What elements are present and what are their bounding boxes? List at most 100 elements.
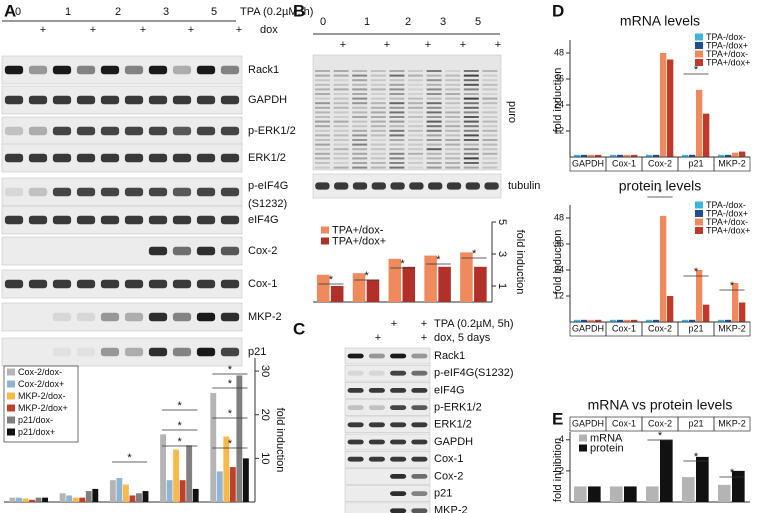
blot-band — [52, 126, 72, 136]
bar — [142, 491, 149, 502]
blot-band — [389, 125, 405, 128]
treatment-label: dox — [260, 24, 278, 36]
blot-band — [333, 116, 349, 118]
blot-band — [315, 143, 330, 146]
legend-label: MKP-2/dox+ — [18, 403, 68, 413]
bar — [223, 436, 230, 502]
blot-band — [411, 474, 428, 479]
bar — [210, 392, 217, 502]
y-tick-label: 1 — [496, 283, 508, 289]
bar — [724, 154, 732, 157]
blot-band — [463, 134, 479, 137]
blot-band — [196, 126, 216, 136]
blot-band — [315, 157, 330, 160]
blot-band — [100, 65, 120, 75]
blot-band — [368, 456, 385, 462]
y-tick-label: 48 — [554, 212, 564, 222]
blot-band — [482, 102, 498, 105]
blot-band — [408, 148, 423, 151]
blot — [344, 502, 431, 513]
blot-band — [333, 143, 349, 146]
plus-sign: + — [375, 332, 381, 344]
blot-band — [196, 246, 216, 256]
legend-label: TPA+/dox- — [706, 217, 748, 227]
plus-sign: + — [384, 39, 390, 51]
blot-band — [315, 93, 330, 95]
blot-band — [482, 79, 498, 82]
bar — [595, 319, 602, 322]
bar — [316, 274, 330, 302]
blot-band — [482, 162, 498, 164]
y-tick-label: 36 — [554, 238, 564, 248]
blot-band — [370, 120, 386, 123]
blot-band — [463, 88, 479, 91]
blot-band — [370, 162, 386, 164]
blot-band — [100, 312, 120, 322]
blot-band — [333, 111, 349, 114]
blot-band — [220, 312, 240, 322]
blot-band — [196, 153, 216, 163]
blot-band — [352, 125, 368, 128]
significance-marker: * — [694, 266, 699, 278]
blot-band — [352, 106, 368, 109]
bar — [624, 319, 631, 322]
blot-band — [52, 279, 72, 289]
blot-band — [482, 139, 498, 141]
blot-band — [426, 93, 442, 95]
x-tick-label: Cox-2 — [648, 418, 672, 428]
blot-band — [124, 153, 144, 163]
chart-title: protein levels — [619, 178, 702, 194]
legend-swatch — [695, 201, 703, 209]
blot-label: eIF4G — [434, 384, 465, 396]
blot-band — [172, 126, 192, 136]
blot-band — [389, 152, 405, 155]
blot-band — [148, 246, 168, 256]
bar — [588, 154, 595, 157]
chart-title: mRNA vs protein levels — [588, 397, 733, 413]
blot-band — [315, 166, 330, 169]
blot-band — [347, 353, 364, 359]
blot-band — [389, 157, 405, 160]
bar — [624, 486, 637, 502]
significance-marker: * — [436, 254, 441, 266]
bar — [66, 495, 73, 502]
blot-band — [220, 153, 240, 163]
y-tick-label: 24 — [554, 99, 564, 109]
significance-marker: * — [365, 270, 370, 282]
blot-band — [333, 106, 349, 109]
treatment-label: TPA (0.2µM, 5h) — [434, 318, 514, 330]
blot-band — [463, 106, 479, 109]
blot-band — [368, 388, 385, 393]
panel-letter: E — [552, 409, 563, 428]
blot-band — [463, 79, 479, 82]
panel-letter: B — [293, 1, 305, 20]
blot-band — [408, 129, 423, 132]
x-tick-label: Cox-2 — [648, 323, 672, 333]
blot-band — [482, 93, 498, 95]
bar — [609, 319, 617, 322]
blot-band — [196, 65, 216, 75]
legend-label: TPA+/dox- — [706, 49, 748, 59]
blot-band — [426, 152, 442, 155]
legend-swatch — [321, 237, 329, 245]
plus-sign: + — [236, 24, 242, 36]
blot-band — [352, 116, 368, 118]
blot-band — [148, 312, 168, 322]
bar — [229, 467, 236, 502]
bar — [681, 154, 689, 157]
timepoint: 0 — [15, 6, 21, 18]
blot-band — [389, 106, 405, 109]
bar — [35, 497, 42, 502]
blot-band — [445, 97, 461, 100]
blot-band — [390, 508, 407, 513]
blot-band — [482, 129, 498, 132]
blot-band — [172, 187, 192, 197]
blot-band — [172, 246, 192, 256]
bar — [580, 319, 588, 322]
bar — [717, 319, 725, 322]
blot-band — [426, 97, 442, 100]
y-tick-label: 20 — [259, 409, 271, 421]
blot-band — [426, 120, 442, 123]
blot-band — [352, 162, 368, 164]
blot-band — [333, 120, 349, 123]
